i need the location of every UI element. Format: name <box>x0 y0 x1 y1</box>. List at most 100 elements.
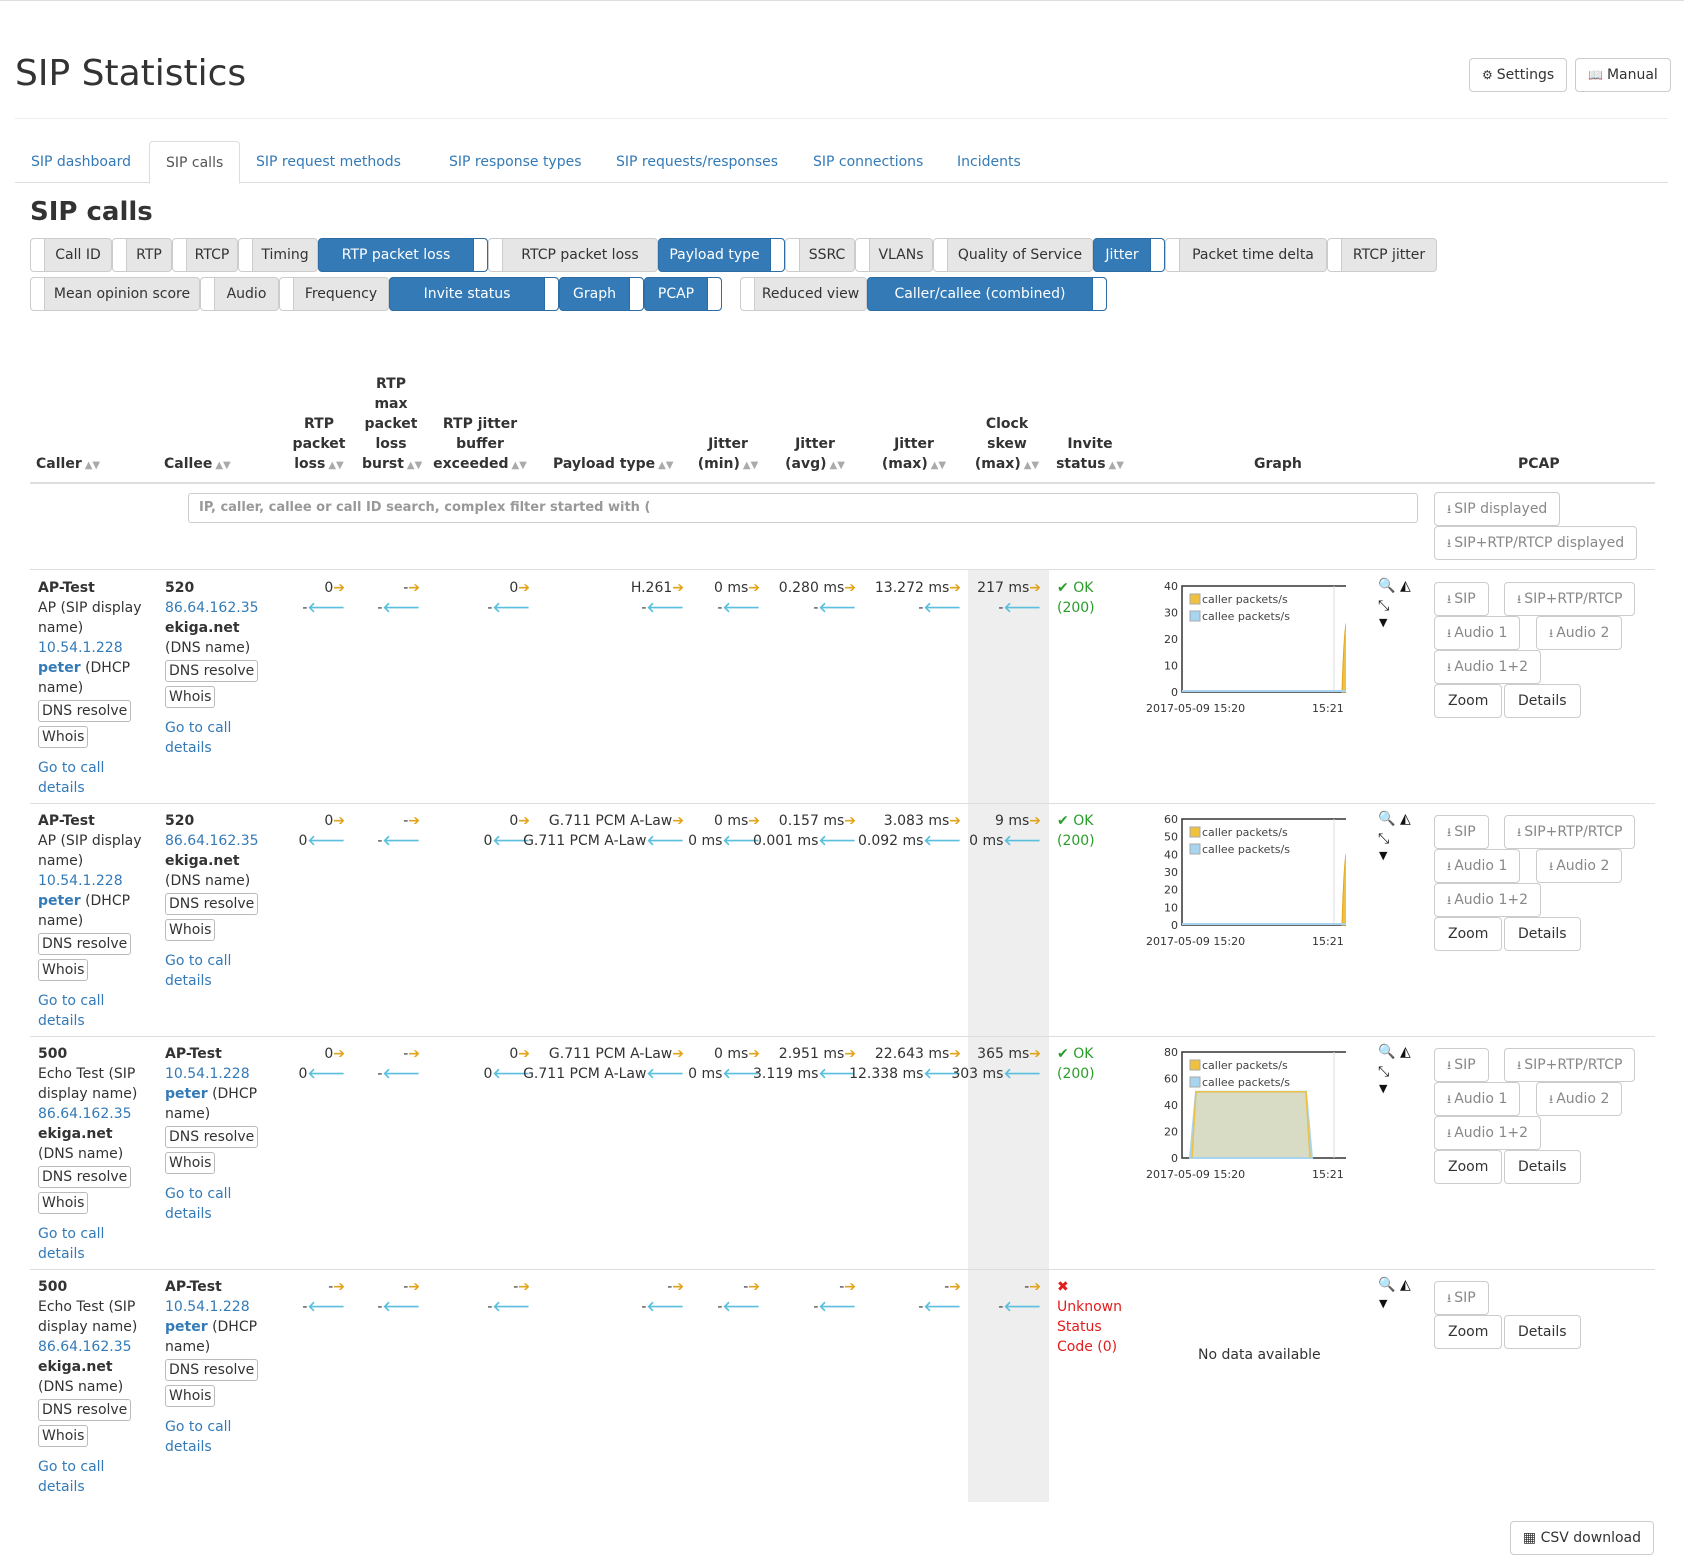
audio2-download-button[interactable]: ⭳ Audio 2 <box>1536 1082 1623 1116</box>
col-jitter-max[interactable]: Jitter (max) ▲▼ <box>880 434 948 476</box>
settings-button[interactable]: ⚙ Settings <box>1469 58 1568 92</box>
tab-sip-calls[interactable]: SIP calls <box>149 141 241 184</box>
csv-download-button[interactable]: ▦ CSV download <box>1509 1521 1654 1555</box>
ip-address-link[interactable]: 10.54.1.228 <box>38 640 123 656</box>
zoom-button[interactable]: Zoom <box>1434 1150 1503 1184</box>
area-chart-icon[interactable]: ◭ <box>1400 1277 1411 1293</box>
col-clock-skew[interactable]: Clock skew (max) ▲▼ <box>974 414 1040 476</box>
tab-sip-dashboard[interactable]: SIP dashboard <box>31 154 131 170</box>
tab-incidents[interactable]: Incidents <box>957 154 1021 170</box>
zoom-search-icon[interactable]: 🔍 <box>1378 811 1396 827</box>
go-to-call-details-link[interactable]: Go to call details <box>38 991 163 1031</box>
caret-down-icon[interactable]: ▼ <box>1379 616 1388 629</box>
dhcp-name-link[interactable]: peter <box>165 1086 208 1102</box>
go-to-call-details-link[interactable]: Go to call details <box>165 718 290 758</box>
toggle-vlans[interactable]: VLANs <box>855 238 933 272</box>
toggle-rtcp-jitter[interactable]: RTCP jitter <box>1327 238 1437 272</box>
toggle-ssrc[interactable]: SSRC <box>785 238 855 272</box>
tab-sip-request-methods[interactable]: SIP request methods <box>256 154 401 170</box>
whois-button[interactable]: Whois <box>165 1152 216 1174</box>
toggle-rtcp[interactable]: RTCP <box>172 238 238 272</box>
go-to-call-details-link[interactable]: Go to call details <box>165 1417 290 1457</box>
manual-button[interactable]: 📖 Manual <box>1575 58 1671 92</box>
ip-address-link[interactable]: 10.54.1.228 <box>165 1299 250 1315</box>
whois-button[interactable]: Whois <box>38 1425 89 1447</box>
toggle-caller-callee-combined[interactable]: Caller/callee (combined) <box>867 277 1107 311</box>
sip-rtp-download-button[interactable]: ⭳ SIP+RTP/RTCP <box>1504 582 1636 616</box>
ip-address-link[interactable]: 86.64.162.35 <box>165 833 259 849</box>
ip-address-link[interactable]: 86.64.162.35 <box>165 600 259 616</box>
audio2-download-button[interactable]: ⭳ Audio 2 <box>1536 616 1623 650</box>
zoom-button[interactable]: Zoom <box>1434 684 1503 718</box>
dns-resolve-button[interactable]: DNS resolve <box>165 893 259 915</box>
compress-icon[interactable]: ⤡ <box>1378 831 1390 847</box>
toggle-quality-of-service[interactable]: Quality of Service <box>933 238 1093 272</box>
toggle-audio[interactable]: Audio <box>200 277 279 311</box>
area-chart-icon[interactable]: ◭ <box>1400 578 1411 594</box>
tab-sip-response-types[interactable]: SIP response types <box>449 154 582 170</box>
search-input[interactable]: IP, caller, callee or call ID search, co… <box>188 493 1418 523</box>
go-to-call-details-link[interactable]: Go to call details <box>165 951 290 991</box>
audio1-download-button[interactable]: ⭳ Audio 1 <box>1434 849 1521 883</box>
zoom-button[interactable]: Zoom <box>1434 1315 1503 1349</box>
details-button[interactable]: Details <box>1504 1315 1581 1349</box>
toggle-rtp[interactable]: RTP <box>112 238 172 272</box>
whois-button[interactable]: Whois <box>38 959 89 981</box>
toggle-rtcp-packet-loss[interactable]: RTCP packet loss <box>488 238 658 272</box>
toggle-graph[interactable]: Graph <box>559 277 644 311</box>
sip-download-button[interactable]: ⭳ SIP <box>1434 1048 1489 1082</box>
dhcp-name-link[interactable]: peter <box>165 1319 208 1335</box>
whois-button[interactable]: Whois <box>165 1385 216 1407</box>
go-to-call-details-link[interactable]: Go to call details <box>38 758 163 798</box>
caret-down-icon[interactable]: ▼ <box>1379 1297 1388 1310</box>
col-caller[interactable]: Caller ▲▼ <box>36 454 100 476</box>
audio1-download-button[interactable]: ⭳ Audio 1 <box>1434 616 1521 650</box>
zoom-search-icon[interactable]: 🔍 <box>1378 578 1396 594</box>
col-rtp-max-burst[interactable]: RTP max packet loss burst ▲▼ <box>362 374 422 476</box>
zoom-button[interactable]: Zoom <box>1434 917 1503 951</box>
compress-icon[interactable]: ⤡ <box>1378 598 1390 614</box>
dns-resolve-button[interactable]: DNS resolve <box>165 1359 259 1381</box>
dns-resolve-button[interactable]: DNS resolve <box>38 700 132 722</box>
dhcp-name-link[interactable]: peter <box>38 893 81 909</box>
col-invite-status[interactable]: Invite status ▲▼ <box>1056 434 1124 476</box>
sip-download-button[interactable]: ⭳ SIP <box>1434 815 1489 849</box>
toggle-reduced-view[interactable]: Reduced view <box>740 277 867 311</box>
sip-download-button[interactable]: ⭳ SIP <box>1434 1281 1489 1315</box>
ip-address-link[interactable]: 86.64.162.35 <box>38 1339 132 1355</box>
dhcp-name-link[interactable]: peter <box>38 660 81 676</box>
col-callee[interactable]: Callee ▲▼ <box>164 454 231 476</box>
dns-resolve-button[interactable]: DNS resolve <box>38 1166 132 1188</box>
col-jitter-min[interactable]: Jitter (min) ▲▼ <box>696 434 760 476</box>
download-sip-displayed-button[interactable]: ⭳ SIP displayed <box>1434 492 1561 526</box>
tab-sip-connections[interactable]: SIP connections <box>813 154 924 170</box>
col-payload-type[interactable]: Payload type ▲▼ <box>553 454 674 476</box>
audio12-download-button[interactable]: ⭳ Audio 1+2 <box>1434 650 1541 684</box>
whois-button[interactable]: Whois <box>165 919 216 941</box>
toggle-call-id[interactable]: Call ID <box>30 238 112 272</box>
audio1-download-button[interactable]: ⭳ Audio 1 <box>1434 1082 1521 1116</box>
go-to-call-details-link[interactable]: Go to call details <box>38 1457 163 1497</box>
audio12-download-button[interactable]: ⭳ Audio 1+2 <box>1434 883 1541 917</box>
toggle-timing[interactable]: Timing <box>238 238 318 272</box>
caret-down-icon[interactable]: ▼ <box>1379 1082 1388 1095</box>
toggle-pcap[interactable]: PCAP <box>644 277 722 311</box>
audio12-download-button[interactable]: ⭳ Audio 1+2 <box>1434 1116 1541 1150</box>
toggle-frequency[interactable]: Frequency <box>279 277 389 311</box>
details-button[interactable]: Details <box>1504 684 1581 718</box>
sip-rtp-download-button[interactable]: ⭳ SIP+RTP/RTCP <box>1504 1048 1636 1082</box>
sip-download-button[interactable]: ⭳ SIP <box>1434 582 1489 616</box>
toggle-rtp-packet-loss[interactable]: RTP packet loss <box>318 238 488 272</box>
dns-resolve-button[interactable]: DNS resolve <box>165 660 259 682</box>
whois-button[interactable]: Whois <box>165 686 216 708</box>
tab-sip-requests-responses[interactable]: SIP requests/responses <box>616 154 779 170</box>
toggle-mean-opinion-score[interactable]: Mean opinion score <box>30 277 200 311</box>
dns-resolve-button[interactable]: DNS resolve <box>165 1126 259 1148</box>
details-button[interactable]: Details <box>1504 917 1581 951</box>
toggle-payload-type[interactable]: Payload type <box>658 238 785 272</box>
sip-rtp-download-button[interactable]: ⭳ SIP+RTP/RTCP <box>1504 815 1636 849</box>
go-to-call-details-link[interactable]: Go to call details <box>38 1224 163 1264</box>
toggle-jitter[interactable]: Jitter <box>1093 238 1165 272</box>
zoom-search-icon[interactable]: 🔍 <box>1378 1044 1396 1060</box>
ip-address-link[interactable]: 10.54.1.228 <box>38 873 123 889</box>
